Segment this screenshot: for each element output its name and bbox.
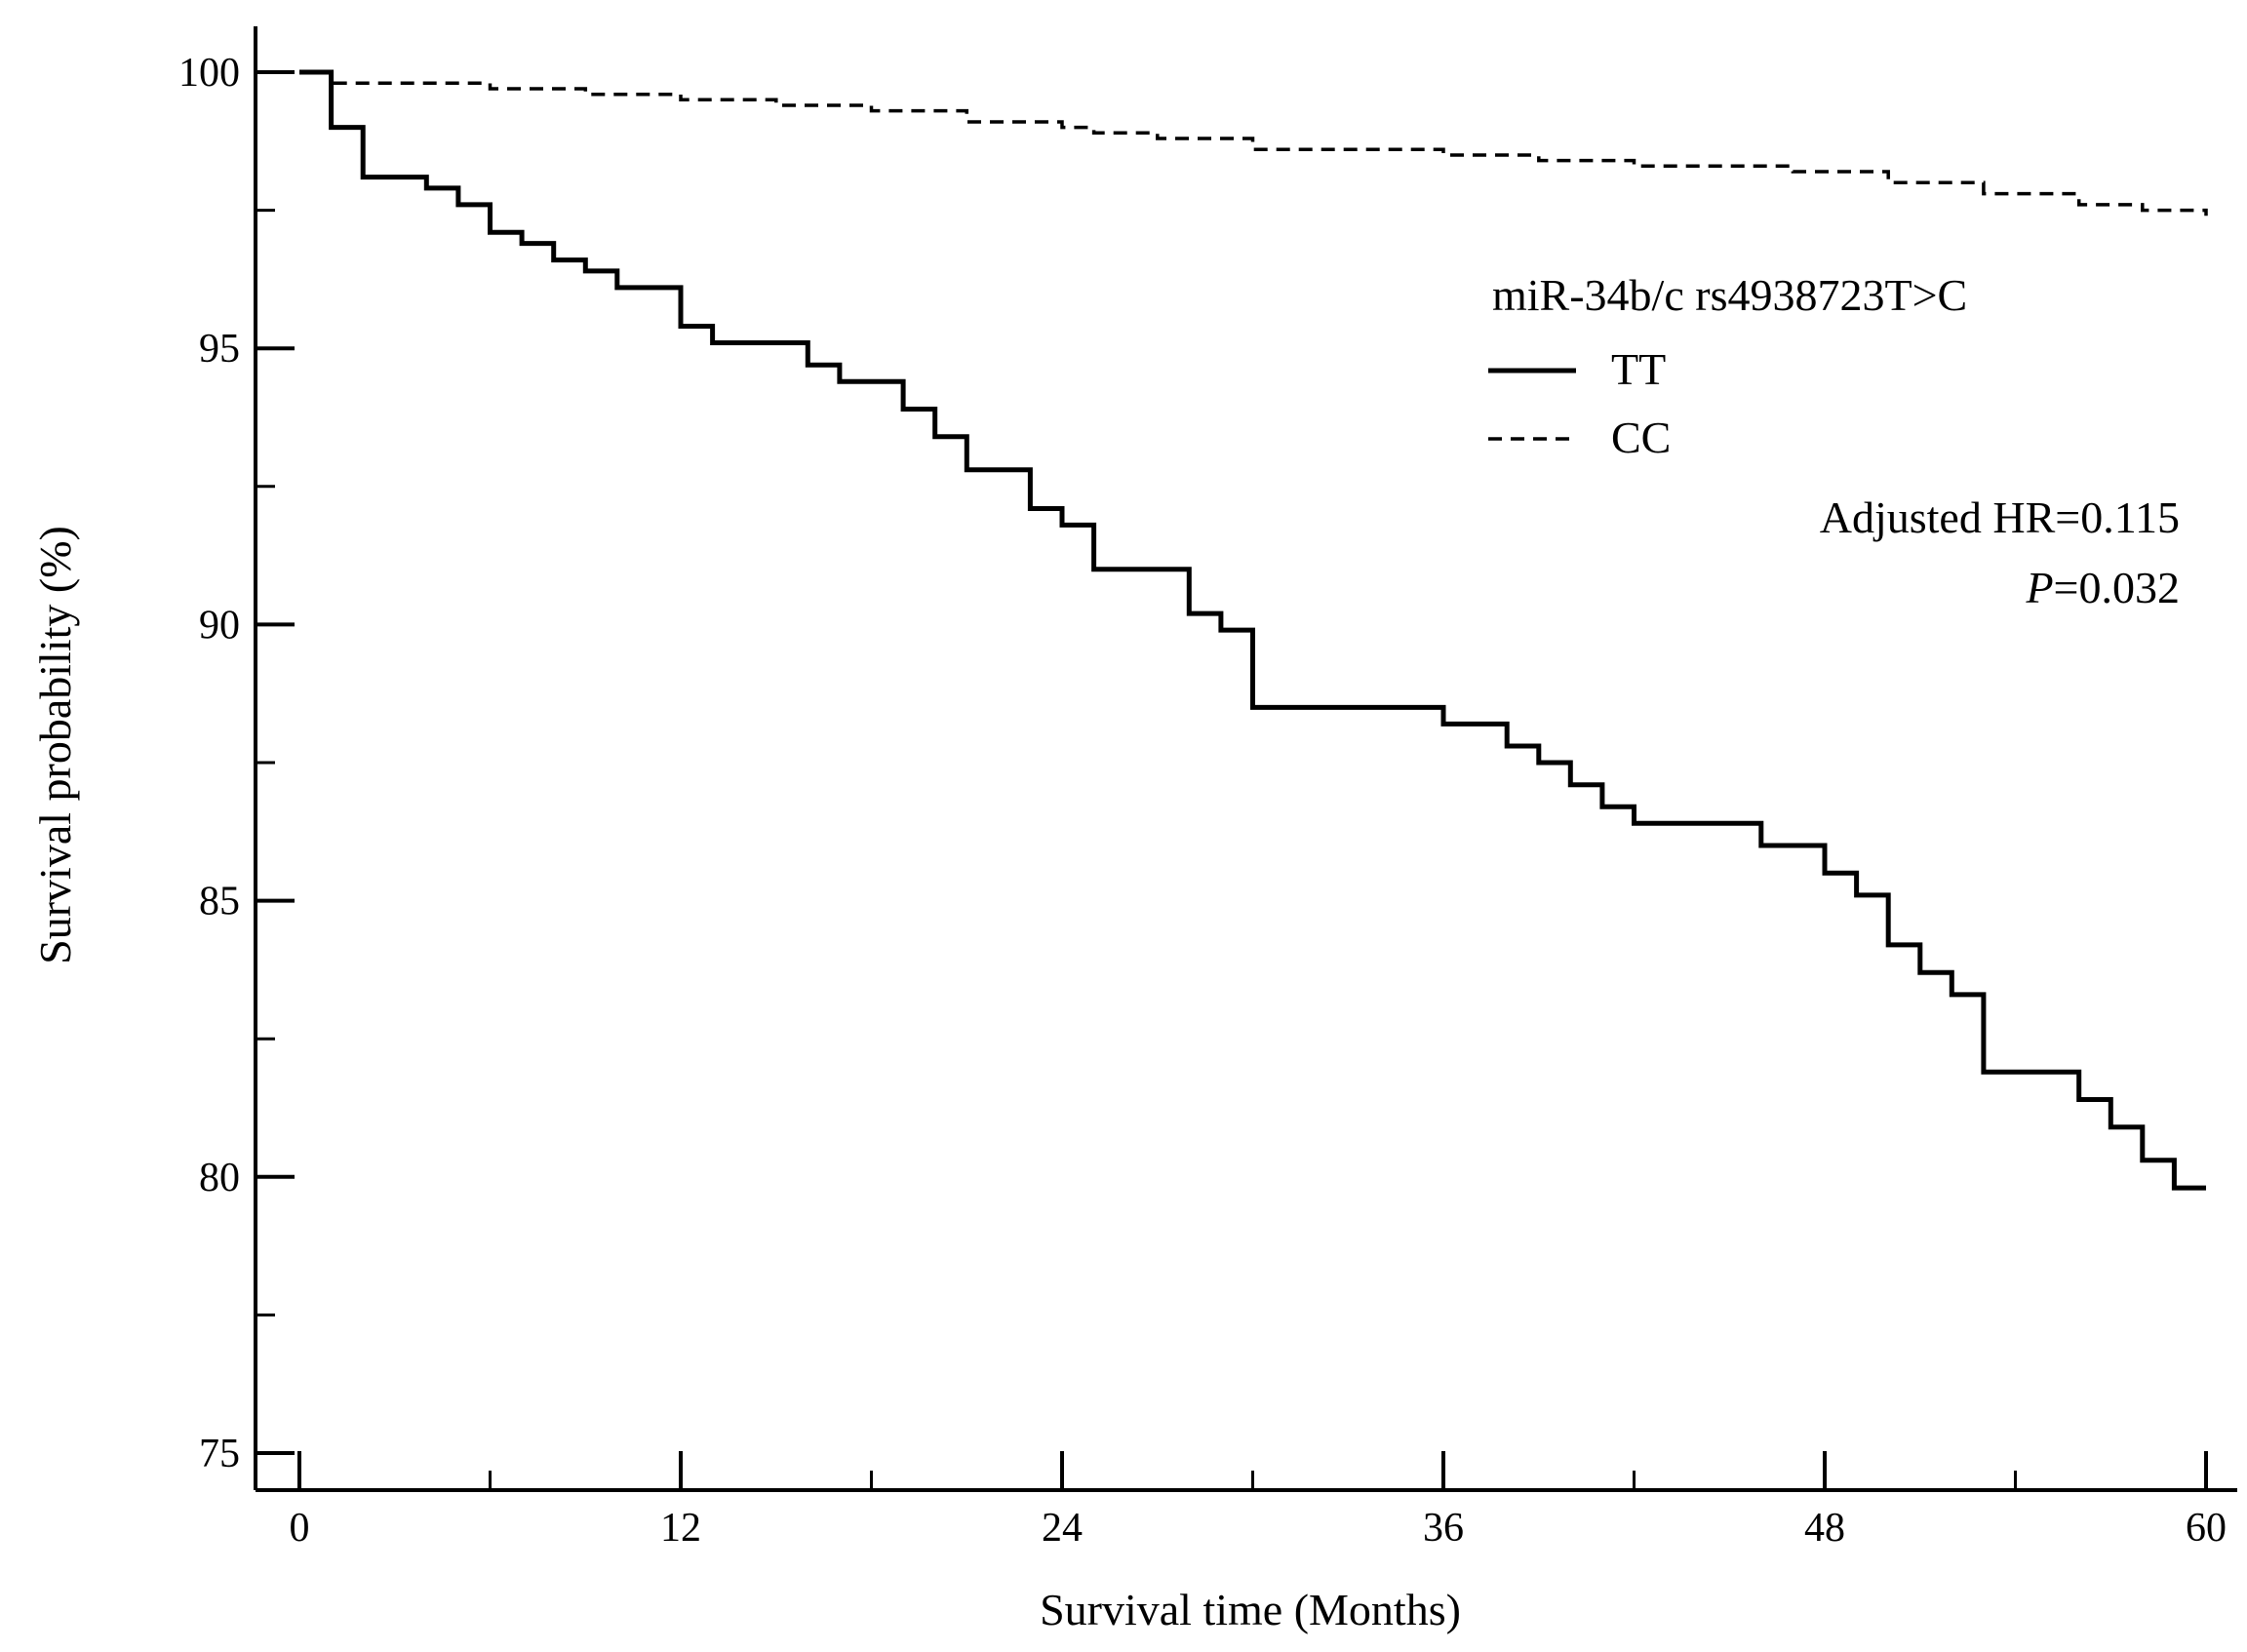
y-tick-label: 95 bbox=[199, 327, 240, 372]
y-tick-label: 75 bbox=[199, 1432, 240, 1476]
x-axis-title: Survival time (Months) bbox=[1040, 1585, 1461, 1634]
y-tick-label: 80 bbox=[199, 1156, 240, 1200]
y-tick-label: 85 bbox=[199, 880, 240, 924]
x-tick-label: 48 bbox=[1804, 1506, 1845, 1551]
x-tick-label: 0 bbox=[290, 1506, 310, 1551]
series-layer bbox=[299, 69, 2208, 1191]
x-tick-label: 36 bbox=[1423, 1506, 1464, 1551]
survival-curve-tt bbox=[299, 69, 2206, 1191]
survival-curve-cc bbox=[299, 70, 2208, 216]
legend-label-tt: TT bbox=[1611, 344, 1666, 394]
x-tick-label: 12 bbox=[660, 1506, 701, 1551]
legend-title: miR-34b/c rs4938723T>C bbox=[1492, 270, 1967, 320]
legend: miR-34b/c rs4938723T>C TT CC bbox=[1488, 270, 1967, 462]
axes-layer: 75 80 85 90 95 100 0 12 24 36 48 60 bbox=[178, 26, 2237, 1551]
p-letter: P bbox=[2025, 563, 2053, 612]
y-tick-label: 90 bbox=[199, 603, 240, 648]
p-value: =0.032 bbox=[2054, 563, 2180, 612]
x-tick-label: 24 bbox=[1042, 1506, 1083, 1551]
y-tick-label: 100 bbox=[178, 51, 240, 96]
legend-label-cc: CC bbox=[1611, 413, 1671, 462]
statistics-annotation: Adjusted HR=0.115 P=0.032 bbox=[1820, 492, 2180, 612]
hr-annotation: Adjusted HR=0.115 bbox=[1820, 492, 2180, 542]
x-tick-label: 60 bbox=[2186, 1506, 2227, 1551]
p-value-annotation: P=0.032 bbox=[2025, 563, 2180, 612]
y-axis-title: Survival probability (%) bbox=[30, 526, 80, 964]
